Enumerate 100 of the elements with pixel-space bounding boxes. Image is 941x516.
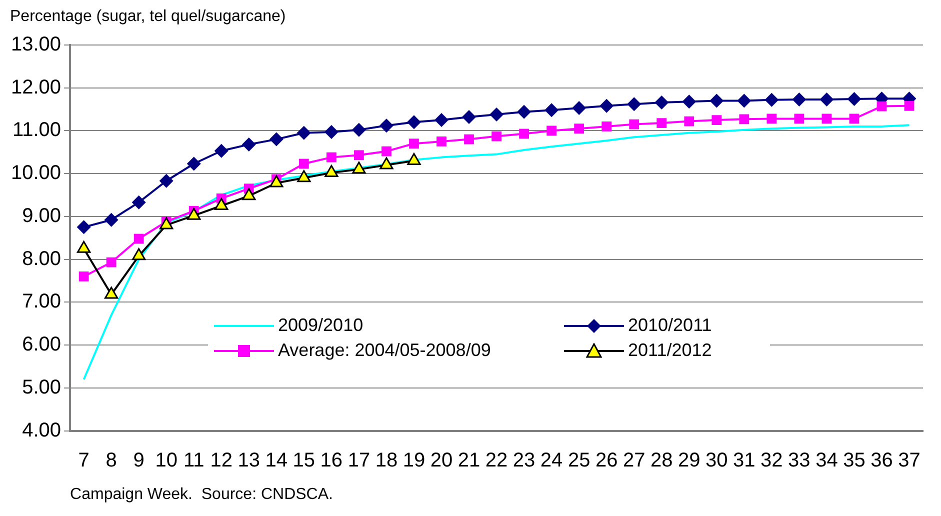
x-tick-label: 25 (568, 449, 590, 472)
point (654, 95, 669, 110)
point (462, 110, 476, 124)
point (76, 240, 91, 253)
point (792, 92, 806, 106)
point (627, 97, 642, 112)
x-tick-label: 23 (512, 449, 536, 472)
y-axis-title: Percentage (sugar, tel quel/sugarcane) (10, 8, 286, 26)
point (602, 121, 612, 132)
x-tick-label: 12 (210, 449, 233, 472)
point (822, 114, 832, 124)
point (492, 131, 502, 142)
point (132, 248, 146, 260)
point (546, 126, 557, 136)
point (324, 125, 338, 140)
point (382, 146, 392, 156)
point (794, 114, 804, 124)
point (409, 138, 419, 149)
point (326, 152, 336, 162)
x-tick-label: 24 (540, 449, 563, 472)
point (76, 220, 91, 234)
y-tick-label: 5.00 (22, 376, 62, 398)
y-tick-label: 12.00 (10, 76, 62, 98)
point (298, 158, 309, 169)
y-tick-label: 7.00 (22, 290, 62, 313)
point (78, 272, 89, 282)
point (629, 119, 640, 130)
point (490, 107, 504, 122)
x-tick-label: 21 (458, 449, 480, 472)
point (739, 114, 750, 124)
x-tick-label: 16 (320, 449, 343, 472)
point (517, 104, 532, 119)
point (406, 115, 421, 130)
x-tick-label: 26 (595, 449, 618, 472)
point (159, 174, 174, 188)
y-tick-label: 9.00 (22, 204, 62, 227)
legend-label: 2011/2012 (628, 340, 712, 360)
point (186, 156, 201, 171)
legend-label: 2009/2010 (278, 315, 364, 335)
x-tick-label: 18 (375, 449, 398, 472)
x-tick-label: 20 (430, 449, 453, 472)
x-tick-label: 29 (678, 449, 700, 472)
point (134, 234, 144, 244)
point (104, 212, 118, 227)
point (764, 92, 779, 107)
x-tick-label: 9 (133, 449, 144, 472)
point (106, 257, 116, 268)
x-tick-label: 33 (788, 449, 810, 472)
point (464, 134, 474, 144)
point (544, 103, 559, 118)
legend-label: 2010/2011 (628, 315, 712, 335)
x-tick-label: 22 (485, 449, 508, 472)
point (296, 126, 311, 140)
point (354, 150, 364, 160)
x-tick-label: 31 (733, 449, 756, 472)
point (847, 92, 862, 106)
x-tick-label: 17 (348, 449, 370, 472)
x-tick-label: 13 (238, 449, 260, 472)
point (242, 188, 256, 200)
x-tick-label: 35 (843, 449, 866, 472)
point (572, 101, 586, 116)
point (187, 208, 201, 220)
y-tick-label: 13.00 (10, 34, 62, 56)
y-tick-label: 11.00 (12, 119, 62, 142)
point (712, 115, 722, 125)
point (434, 113, 448, 128)
point (380, 157, 394, 170)
point (849, 114, 860, 124)
point (737, 94, 752, 108)
x-tick-label: 32 (760, 449, 783, 472)
point (436, 136, 446, 146)
x-tick-label: 7 (78, 449, 90, 472)
point (904, 100, 914, 111)
point (684, 116, 694, 126)
y-tick-label: 6.00 (22, 334, 62, 356)
point (132, 195, 146, 210)
x-tick-label: 30 (706, 449, 728, 472)
x-tick-label: 8 (106, 449, 117, 472)
legend-label: Average: 2004/05-2008/09 (278, 340, 491, 360)
x-tick-label: 19 (402, 449, 426, 472)
point (820, 92, 834, 106)
x-tick-label: 37 (898, 449, 920, 472)
x-tick-label: 14 (265, 449, 288, 472)
point (766, 114, 777, 124)
point (269, 132, 284, 146)
x-tick-label: 11 (183, 449, 204, 472)
x-tick-label: 36 (870, 449, 893, 472)
x-tick-label: 15 (292, 449, 316, 472)
y-tick-label: 10.00 (10, 162, 62, 184)
x-tick-label: 10 (155, 449, 178, 472)
x-tick-label: 34 (816, 449, 838, 472)
y-tick-label: 4.00 (22, 419, 62, 442)
point (574, 124, 584, 134)
point (710, 94, 724, 108)
point (656, 118, 667, 128)
point (876, 101, 887, 112)
point (104, 286, 118, 299)
point (352, 162, 366, 174)
point (214, 144, 228, 158)
point (600, 98, 614, 113)
